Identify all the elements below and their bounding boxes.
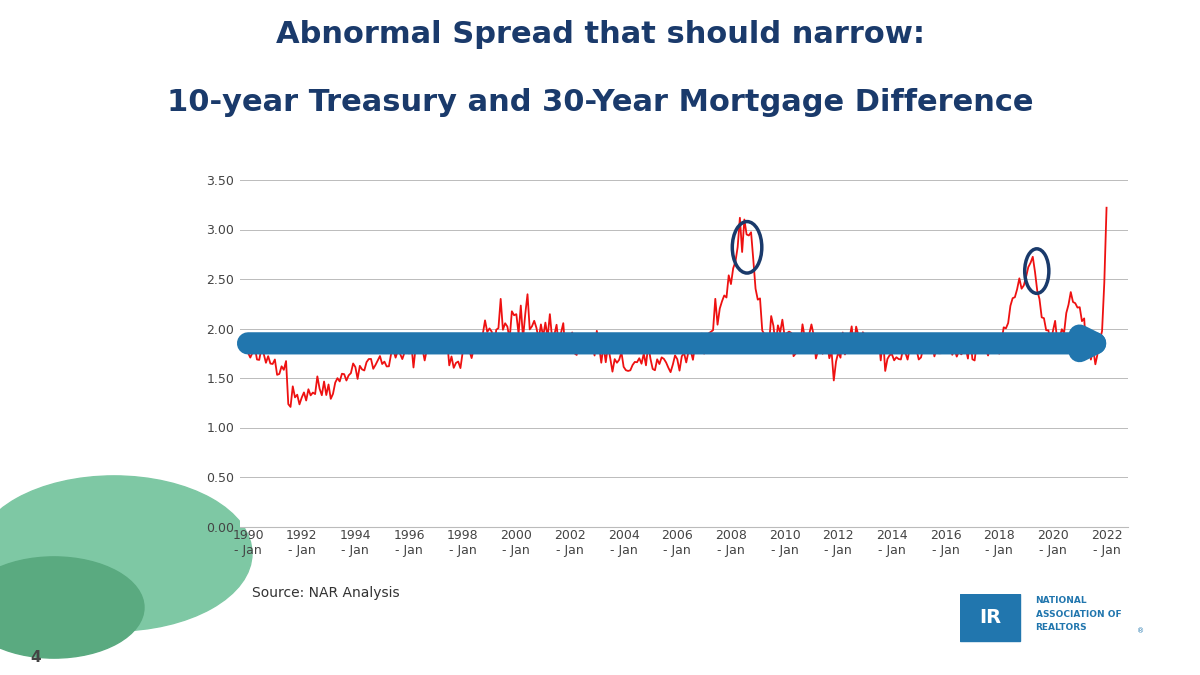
Text: IR: IR [979,608,1001,627]
Text: ASSOCIATION OF: ASSOCIATION OF [1036,610,1121,619]
Text: REALTORS: REALTORS [1036,623,1087,632]
Text: Abnormal Spread that should narrow:: Abnormal Spread that should narrow: [276,20,924,49]
Text: 10-year Treasury and 30-Year Mortgage Difference: 10-year Treasury and 30-Year Mortgage Di… [167,88,1033,117]
Text: NATIONAL: NATIONAL [1036,596,1087,605]
Bar [960,594,1020,641]
Text: 4: 4 [30,649,41,664]
Text: ®: ® [1138,628,1145,634]
Text: Source: NAR Analysis: Source: NAR Analysis [252,587,400,600]
